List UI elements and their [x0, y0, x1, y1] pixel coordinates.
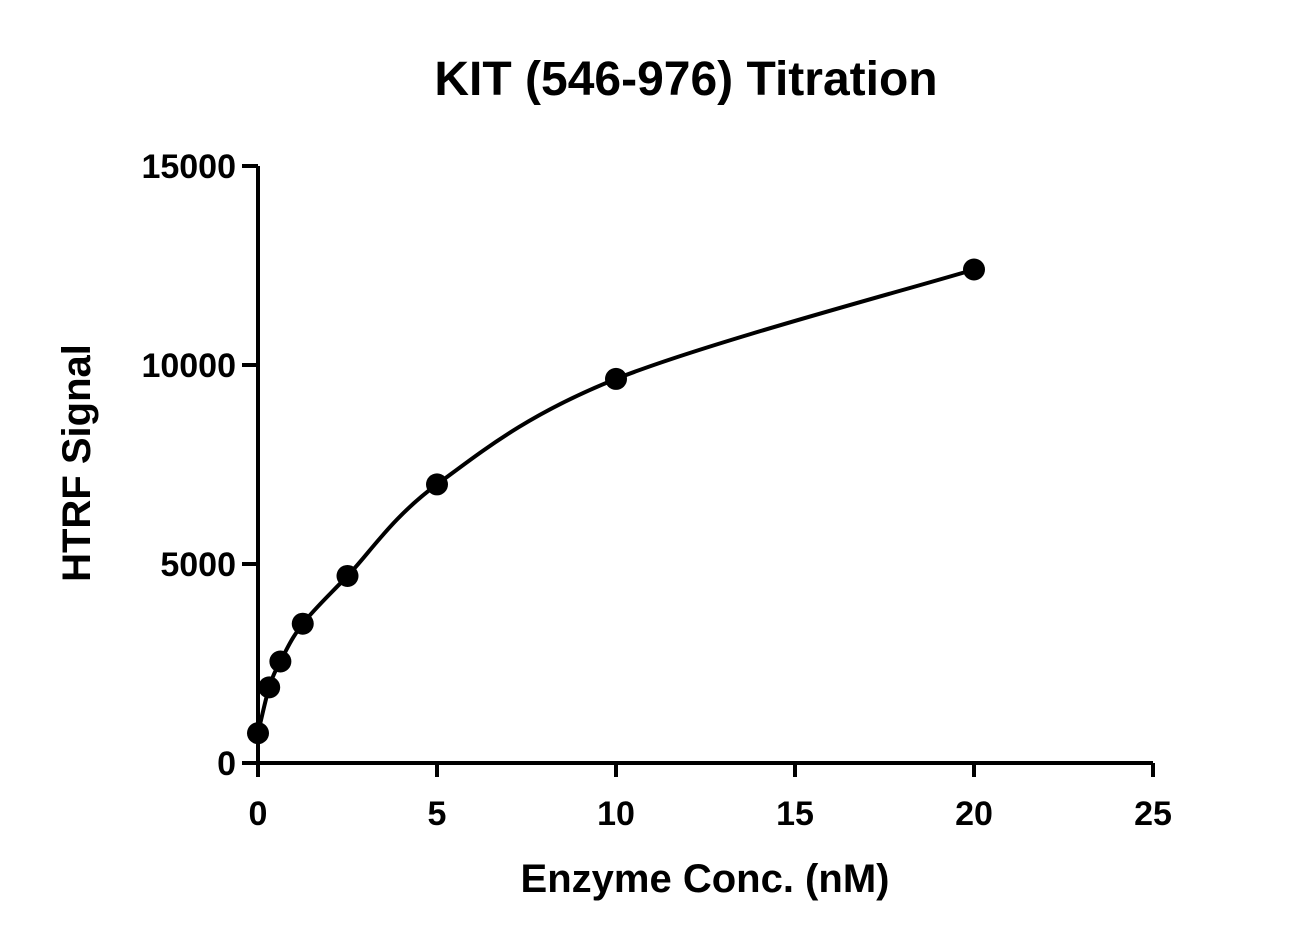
data-points — [247, 258, 985, 745]
x-tick-label: 20 — [955, 795, 993, 833]
data-point — [605, 367, 627, 390]
y-axis-label: HTRF Signal — [55, 344, 99, 582]
x-tick-label: 25 — [1134, 795, 1172, 833]
y-tick-label: 5000 — [160, 546, 236, 584]
x-tick-label: 5 — [428, 795, 447, 833]
y-tick-label: 10000 — [141, 347, 236, 385]
data-point — [963, 258, 985, 281]
x-tick-label: 15 — [776, 795, 814, 833]
data-point — [426, 473, 448, 496]
x-axis-label: Enzyme Conc. (nM) — [521, 857, 890, 901]
x-tick-label: 0 — [249, 795, 268, 833]
y-tick-label: 0 — [217, 745, 236, 783]
data-point — [258, 676, 281, 699]
data-point — [269, 650, 292, 673]
tick-labels: 0 5 10 15 20 25 0 5000 10000 15000 — [141, 148, 1171, 833]
x-tick-label: 10 — [597, 795, 635, 833]
axes — [242, 164, 1155, 777]
chart-title: KIT (546-976) Titration — [434, 53, 937, 106]
fit-curve — [256, 267, 975, 734]
data-point — [291, 612, 314, 635]
y-tick-label: 15000 — [141, 148, 236, 186]
data-point — [247, 722, 269, 745]
data-point — [336, 564, 359, 587]
